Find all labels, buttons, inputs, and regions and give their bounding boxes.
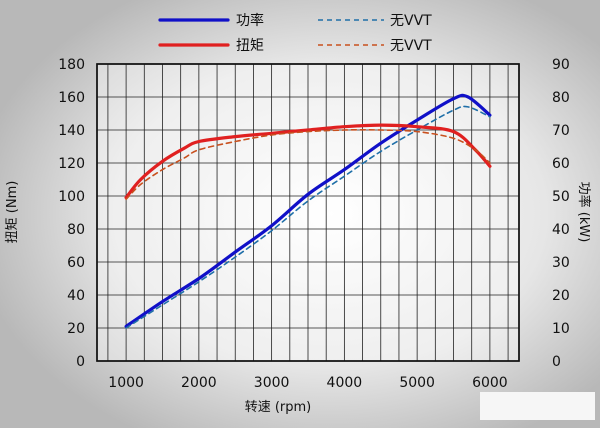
y-axis-left-title: 扭矩 (Nm): [5, 181, 20, 244]
y-right-tick-label: 10: [552, 321, 570, 337]
y-right-tick-label: 0: [552, 354, 561, 370]
legend-power-label: 功率: [236, 12, 264, 29]
y-left-tick-label: 120: [58, 156, 85, 172]
y-left-tick-label: 20: [67, 321, 85, 337]
y-left-tick-label: 180: [58, 57, 85, 73]
y-right-tick-label: 20: [552, 288, 570, 304]
watermark-patch: [480, 392, 595, 420]
x-tick-label: 5000: [399, 375, 435, 391]
y-left-tick-label: 0: [76, 354, 85, 370]
y-left-tick-label: 160: [58, 90, 85, 106]
x-tick-label: 6000: [472, 375, 508, 391]
y-axis-right-title: 功率 (kW): [576, 182, 592, 243]
torque-no-vvt-line: [125, 128, 491, 201]
y-left-tick-label: 60: [67, 255, 85, 271]
y-left-tick-label: 80: [67, 222, 85, 238]
x-tick-label: 4000: [327, 375, 363, 391]
y-left-tick-label: 40: [67, 288, 85, 304]
power-no-vvt-line: [125, 105, 491, 329]
y-right-tick-label: 30: [552, 255, 570, 271]
y-right-tick-label: 90: [552, 57, 570, 73]
x-tick-label: 1000: [108, 375, 144, 391]
y-right-tick-label: 60: [552, 156, 570, 172]
x-axis-title: 转速 (rpm): [245, 400, 312, 415]
legend-torque-label: 扭矩: [236, 38, 264, 54]
power-line: [124, 93, 492, 328]
y-right-tick-label: 50: [552, 189, 570, 205]
legend-no-vvt-label: 无VVT: [390, 38, 432, 54]
torque-line: [124, 123, 492, 200]
legend-no-vvt-label: 无VVT: [390, 13, 432, 29]
y-right-tick-label: 40: [552, 222, 570, 238]
y-right-tick-label: 70: [552, 123, 570, 139]
y-left-tick-label: 140: [58, 123, 85, 139]
y-left-tick-label: 100: [58, 189, 85, 205]
x-tick-label: 3000: [254, 375, 290, 391]
plot-border: [96, 63, 520, 362]
y-right-tick-label: 80: [552, 90, 570, 106]
x-tick-label: 2000: [181, 375, 217, 391]
